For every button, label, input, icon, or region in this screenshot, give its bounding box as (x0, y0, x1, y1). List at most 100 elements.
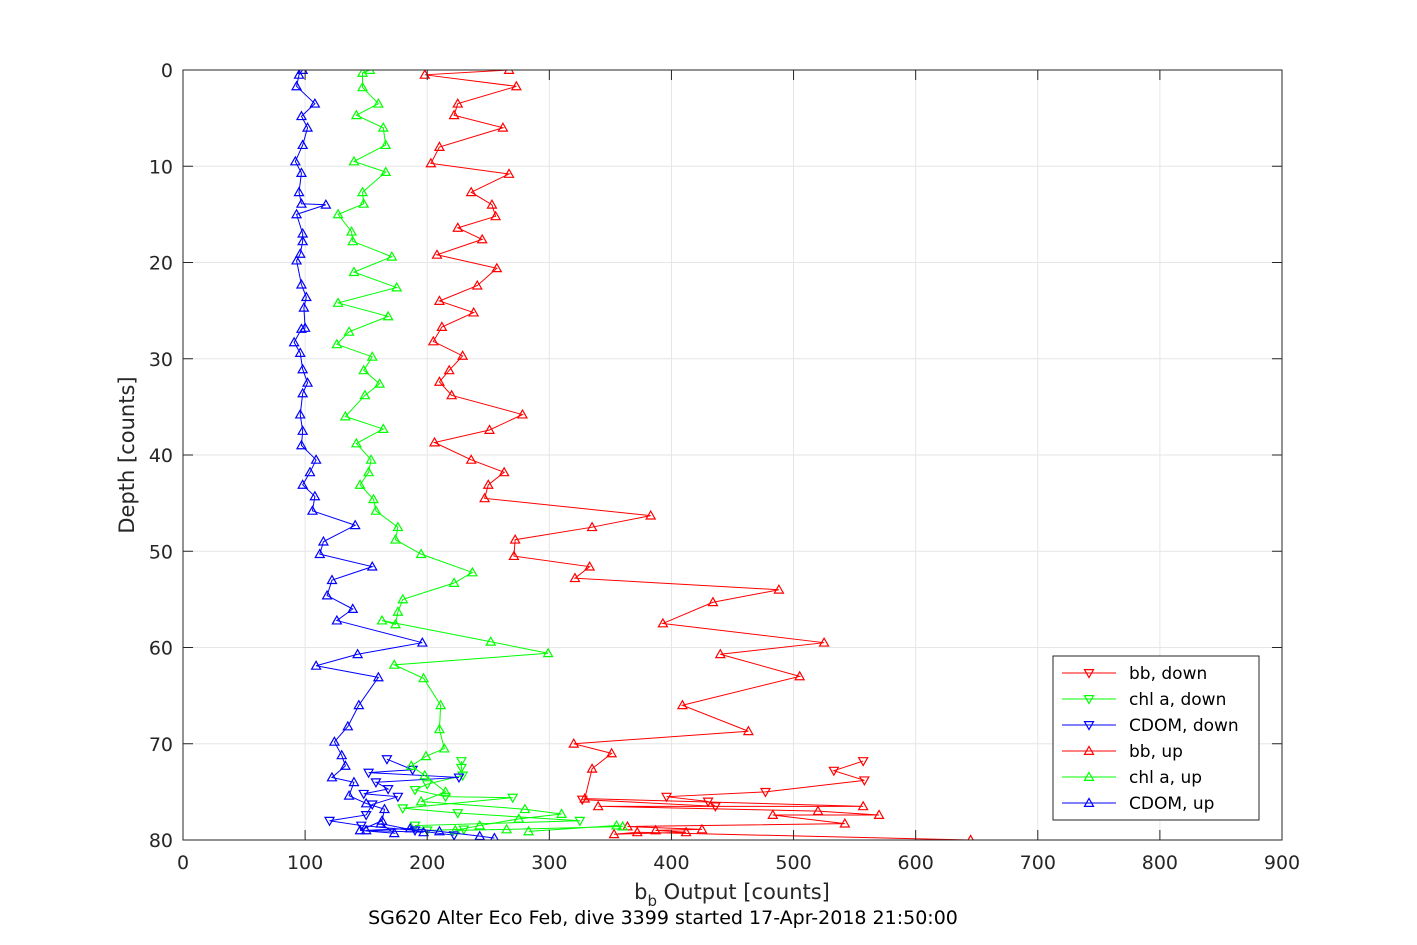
y-tick-label: 10 (149, 156, 173, 178)
data-point (382, 310, 394, 321)
legend: bb, down chl a, down CDOM, down bb, up chl a… (1052, 655, 1260, 821)
data-point (382, 785, 394, 795)
data-point (448, 831, 460, 840)
data-point (542, 647, 554, 658)
data-point (490, 832, 499, 840)
data-point (309, 97, 321, 108)
data-point (586, 521, 598, 532)
x-tick-label: 700 (1020, 852, 1056, 874)
series-line (293, 70, 495, 839)
data-point (709, 802, 721, 813)
data-point (317, 535, 329, 546)
data-point (370, 778, 382, 788)
data-point (348, 266, 360, 277)
data-point (476, 233, 488, 244)
y-tick-label: 60 (149, 638, 173, 660)
data-point (294, 347, 306, 357)
data-point (452, 809, 464, 819)
series-layer (288, 70, 974, 840)
series-bb-up (419, 70, 974, 840)
x-axis-label: bb Output [counts] (634, 880, 830, 910)
x-tick-label: 200 (409, 852, 445, 874)
data-point (714, 648, 726, 659)
legend-label: chl a, up (1129, 768, 1202, 788)
data-point (293, 186, 305, 197)
data-point (967, 834, 974, 840)
data-point (347, 603, 359, 613)
data-point (372, 97, 384, 108)
data-point (375, 817, 387, 828)
data-point (507, 793, 519, 804)
data-point (510, 80, 522, 91)
legend-swatch-marker (1083, 721, 1095, 731)
data-point (419, 769, 431, 780)
data-point (293, 70, 305, 79)
data-point (302, 122, 314, 132)
data-point (326, 771, 338, 782)
data-point (579, 792, 591, 803)
legend-label: CDOM, down (1129, 716, 1239, 736)
series-line (335, 70, 623, 832)
data-point (397, 804, 409, 814)
data-point (485, 636, 497, 646)
data-point (773, 584, 785, 594)
data-point (354, 824, 366, 835)
data-point (339, 410, 351, 421)
data-point (360, 824, 372, 835)
x-tick-labels: 0 100 200 300 400 500 600 700 800 900 (177, 852, 1300, 874)
y-tick-label: 80 (149, 830, 173, 852)
data-point (405, 760, 417, 770)
data-point (452, 222, 464, 232)
data-point (376, 614, 388, 625)
data-point (479, 492, 491, 503)
series-cdom-up (288, 70, 499, 840)
footer-caption: SG620 Alter Eco Feb, dive 3399 started 1… (368, 907, 958, 929)
data-point (574, 816, 586, 827)
x-tick-label: 400 (653, 852, 689, 874)
y-tick-label: 20 (149, 253, 173, 275)
data-point (503, 70, 515, 74)
data-point (392, 521, 404, 532)
legend-entry: CDOM, down (1062, 716, 1239, 736)
data-point (289, 155, 301, 166)
legend-swatch-marker (1083, 669, 1095, 679)
data-point (359, 389, 371, 400)
data-point (523, 825, 535, 836)
data-point (436, 321, 448, 331)
data-point (370, 505, 382, 515)
data-point (295, 323, 307, 333)
y-tick-label: 50 (149, 541, 173, 563)
x-tick-label: 300 (531, 852, 567, 874)
data-point (392, 792, 404, 803)
data-point (449, 824, 461, 835)
data-point (360, 797, 372, 808)
data-point (482, 479, 494, 489)
data-point (409, 821, 421, 832)
data-point (446, 389, 458, 400)
x-axis-label-main: b (634, 880, 647, 904)
legend-label: CDOM, up (1129, 794, 1214, 814)
data-point (294, 248, 306, 258)
series-line (329, 758, 460, 836)
data-point (696, 823, 708, 834)
data-point (421, 780, 433, 790)
data-point (297, 479, 309, 489)
data-point (474, 819, 486, 830)
data-point (497, 122, 509, 132)
data-point (310, 660, 322, 670)
data-point (812, 805, 824, 816)
x-tick-label: 900 (1264, 852, 1300, 874)
data-point (661, 792, 673, 803)
data-point (427, 335, 439, 346)
data-point (586, 763, 598, 773)
data-point (569, 572, 581, 583)
data-point (429, 436, 441, 447)
data-point (380, 139, 392, 150)
data-point (343, 326, 355, 336)
legend-swatch-marker (1083, 695, 1095, 705)
y-tick-label: 40 (149, 445, 173, 467)
legend-entry: chl a, up (1062, 768, 1202, 788)
data-point (457, 771, 469, 782)
data-point (608, 828, 620, 839)
